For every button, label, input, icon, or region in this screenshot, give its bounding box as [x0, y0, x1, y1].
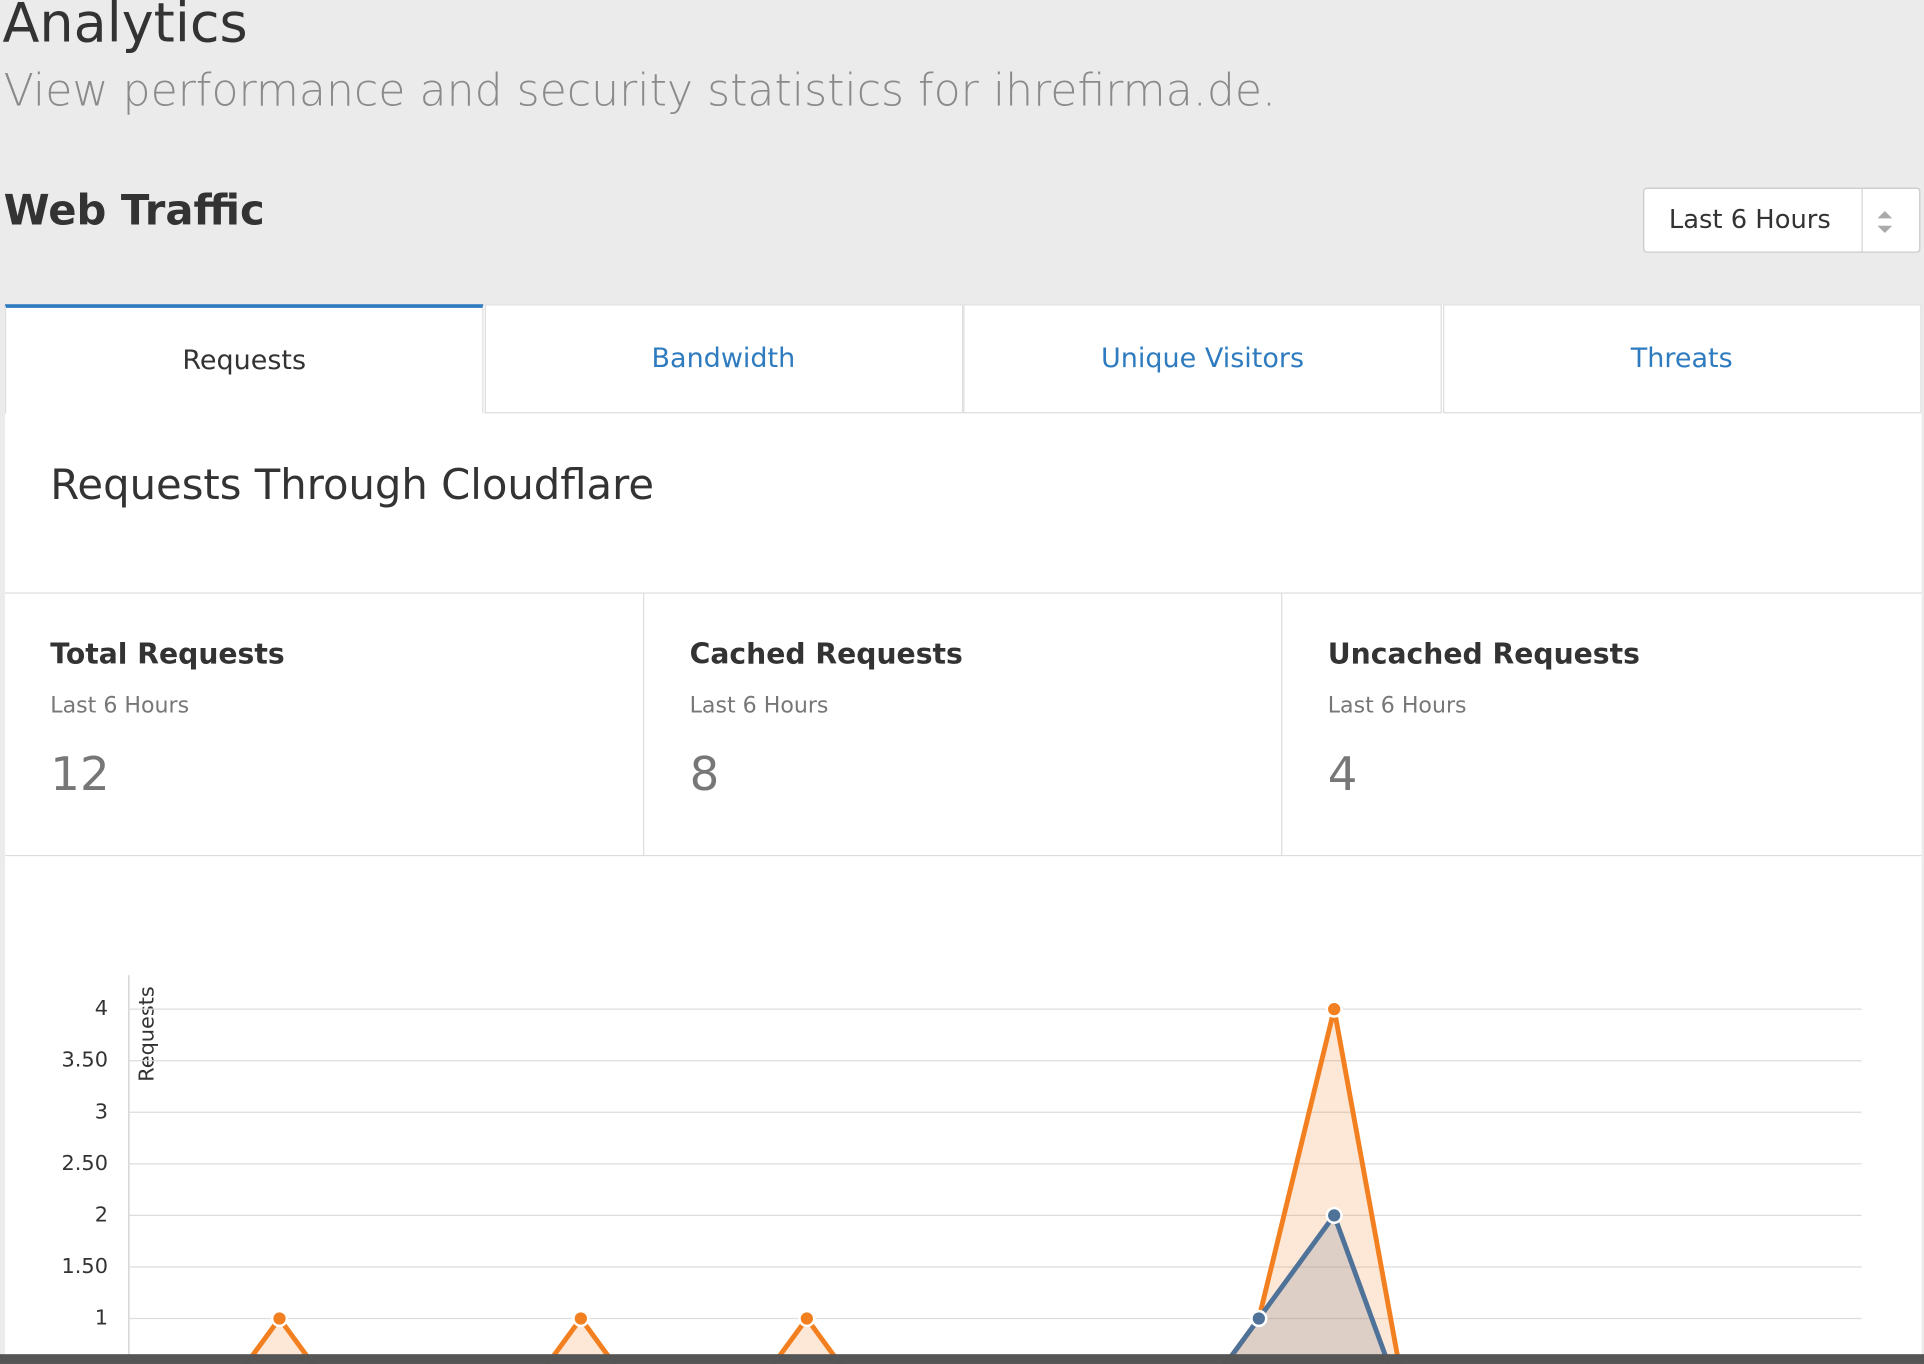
data-point: [798, 1309, 816, 1328]
stat-value: 12: [50, 746, 110, 801]
stat-period: Last 6 Hours: [1327, 693, 1467, 719]
y-tick-label: 4: [95, 996, 108, 1020]
range-select[interactable]: Last 6 Hours: [1643, 187, 1921, 253]
page-subtitle: View performance and security statistics…: [3, 66, 1277, 117]
y-tick-label: 2.50: [62, 1151, 108, 1175]
stat-label: Total Requests: [50, 639, 285, 671]
select-arrows: [1877, 210, 1893, 234]
area-fill: [246, 1009, 1399, 1364]
y-tick-label: 1.50: [62, 1254, 108, 1278]
data-point: [572, 1309, 590, 1328]
stat-card: Cached Requests Last 6 Hours 8: [643, 592, 1281, 855]
tab[interactable]: Threats: [1442, 304, 1922, 414]
select-divider: [1861, 188, 1863, 252]
y-tick-label: 3.50: [62, 1048, 108, 1072]
data-point: [1325, 1206, 1343, 1224]
area-fill: [1225, 1215, 1389, 1364]
stat-value: 4: [1327, 746, 1358, 801]
page-title: Analytics: [2, 0, 248, 56]
stat-period: Last 6 Hours: [689, 693, 829, 719]
y-tick-label: 1: [95, 1306, 108, 1330]
screen-edge: [0, 1354, 1924, 1364]
series-line: [243, 1008, 1402, 1364]
stat-value: 8: [689, 746, 720, 801]
section-title: Web Traffic: [3, 186, 265, 236]
y-tick-label: 2: [95, 1202, 108, 1226]
divider: [4, 592, 1922, 594]
panel: Requests Bandwidth Unique Visitors Threats …: [4, 304, 1922, 1364]
stat-card: Uncached Requests Last 6 Hours 4: [1281, 592, 1919, 855]
y-axis-label: Requests: [134, 986, 158, 1082]
panel-title: Requests Through Cloudflare: [50, 461, 655, 511]
tab[interactable]: Requests: [4, 304, 484, 414]
tab[interactable]: Bandwidth: [484, 304, 963, 414]
y-tick-label: 3: [95, 1099, 108, 1123]
stat-card: Total Requests Last 6 Hours 12: [5, 592, 643, 854]
series-line: [1222, 1210, 1392, 1364]
data-point: [1325, 1000, 1343, 1018]
stat-label: Uncached Requests: [1327, 639, 1640, 671]
stat-label: Cached Requests: [689, 639, 963, 671]
divider: [4, 854, 1922, 857]
tab[interactable]: Unique Visitors: [963, 304, 1442, 414]
range-select-text: Last 6 Hours: [1668, 204, 1831, 235]
data-point: [270, 1309, 289, 1328]
stat-period: Last 6 Hours: [50, 693, 190, 719]
data-point: [1250, 1309, 1268, 1328]
